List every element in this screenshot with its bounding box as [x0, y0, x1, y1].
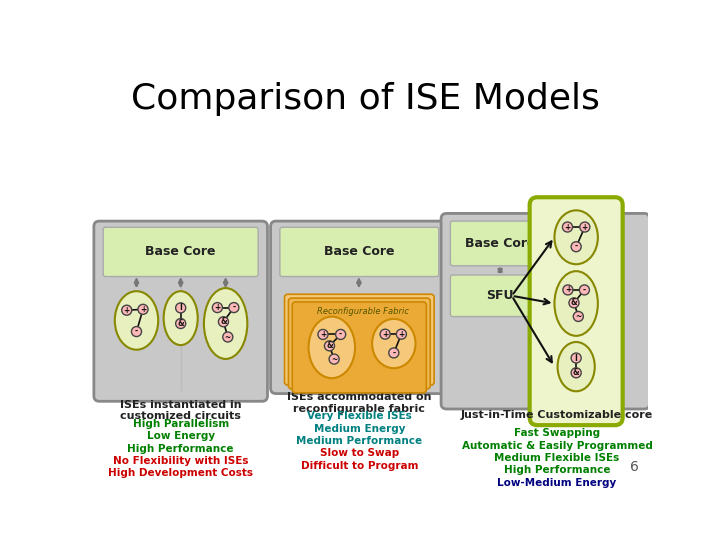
- Text: Comparison of ISE Models: Comparison of ISE Models: [131, 82, 600, 116]
- Text: -: -: [575, 242, 577, 251]
- Circle shape: [176, 319, 186, 328]
- Text: High Performance: High Performance: [127, 444, 234, 454]
- Text: -: -: [339, 330, 342, 339]
- Circle shape: [580, 285, 590, 295]
- FancyBboxPatch shape: [441, 213, 649, 409]
- Circle shape: [580, 222, 590, 232]
- FancyBboxPatch shape: [451, 275, 550, 316]
- Text: I: I: [575, 354, 577, 362]
- Text: -: -: [135, 327, 138, 336]
- Text: +: +: [320, 330, 326, 339]
- Text: Medium Performance: Medium Performance: [296, 436, 423, 446]
- Ellipse shape: [554, 211, 598, 264]
- Text: Base Core: Base Core: [145, 245, 216, 259]
- Text: +: +: [124, 306, 130, 315]
- Circle shape: [122, 305, 132, 315]
- Circle shape: [212, 302, 222, 313]
- Text: ~: ~: [331, 355, 337, 363]
- Ellipse shape: [554, 271, 598, 336]
- Circle shape: [176, 303, 186, 313]
- Text: &: &: [571, 299, 577, 307]
- Text: &: &: [326, 341, 333, 350]
- Ellipse shape: [204, 288, 248, 359]
- Text: +: +: [564, 222, 571, 232]
- Text: ~: ~: [225, 333, 231, 341]
- FancyBboxPatch shape: [530, 197, 623, 425]
- Text: +: +: [582, 222, 588, 232]
- FancyBboxPatch shape: [292, 302, 426, 393]
- Text: No Flexibility with ISEs: No Flexibility with ISEs: [113, 456, 248, 466]
- Circle shape: [138, 305, 148, 314]
- Text: +: +: [140, 305, 146, 314]
- Text: &: &: [220, 317, 227, 326]
- Text: &: &: [573, 368, 580, 377]
- Text: Reconfigurable Fabric: Reconfigurable Fabric: [318, 307, 409, 315]
- Text: &: &: [177, 319, 184, 328]
- FancyBboxPatch shape: [271, 221, 448, 394]
- Circle shape: [218, 317, 228, 327]
- Text: SFU: SFU: [487, 289, 514, 302]
- Text: Difficult to Program: Difficult to Program: [300, 461, 418, 470]
- Text: High Performance: High Performance: [504, 465, 610, 475]
- Text: ~: ~: [575, 312, 582, 321]
- Circle shape: [569, 298, 579, 308]
- FancyBboxPatch shape: [284, 294, 434, 385]
- Circle shape: [573, 312, 583, 321]
- Circle shape: [389, 348, 399, 358]
- Circle shape: [562, 222, 572, 232]
- Circle shape: [571, 353, 581, 363]
- Circle shape: [336, 329, 346, 340]
- FancyBboxPatch shape: [103, 227, 258, 276]
- Text: -: -: [233, 303, 235, 312]
- Circle shape: [222, 332, 233, 342]
- Circle shape: [329, 354, 339, 364]
- Ellipse shape: [557, 342, 595, 392]
- Ellipse shape: [114, 291, 158, 350]
- Ellipse shape: [372, 319, 415, 368]
- Circle shape: [571, 242, 581, 252]
- Circle shape: [318, 329, 328, 340]
- Text: 6: 6: [630, 461, 639, 475]
- Text: Medium Energy: Medium Energy: [314, 423, 405, 434]
- Text: Slow to Swap: Slow to Swap: [320, 448, 399, 458]
- Text: Just-in-Time Customizable core: Just-in-Time Customizable core: [461, 410, 653, 420]
- Ellipse shape: [309, 316, 355, 378]
- Text: +: +: [215, 303, 220, 312]
- Text: Low Energy: Low Energy: [147, 431, 215, 441]
- Text: Base Core: Base Core: [324, 245, 395, 259]
- Text: Fast Swapping: Fast Swapping: [514, 428, 600, 438]
- Text: ISEs instantiated in
customized circuits: ISEs instantiated in customized circuits: [120, 400, 241, 421]
- Text: -: -: [392, 348, 395, 357]
- Ellipse shape: [163, 291, 198, 345]
- Text: Low-Medium Energy: Low-Medium Energy: [498, 477, 616, 488]
- Text: High Parallelism: High Parallelism: [132, 419, 229, 429]
- Text: +: +: [564, 286, 571, 294]
- FancyBboxPatch shape: [94, 221, 267, 401]
- Text: ISEs accommodated on
reconfigurable fabric: ISEs accommodated on reconfigurable fabr…: [287, 392, 431, 414]
- Text: Very Flexible ISEs: Very Flexible ISEs: [307, 411, 412, 421]
- Text: Base Core: Base Core: [465, 237, 536, 250]
- FancyBboxPatch shape: [280, 227, 438, 276]
- Circle shape: [380, 329, 390, 339]
- Text: High Development Costs: High Development Costs: [108, 468, 253, 478]
- Text: +: +: [382, 330, 388, 339]
- Circle shape: [325, 341, 335, 351]
- Circle shape: [563, 285, 573, 295]
- Circle shape: [571, 368, 581, 378]
- Circle shape: [396, 329, 406, 339]
- Circle shape: [132, 327, 142, 336]
- FancyBboxPatch shape: [289, 298, 431, 389]
- Text: +: +: [398, 330, 405, 339]
- Text: Medium Flexible ISEs: Medium Flexible ISEs: [495, 453, 620, 463]
- FancyBboxPatch shape: [451, 221, 550, 266]
- Text: I: I: [179, 303, 182, 312]
- Circle shape: [229, 302, 239, 313]
- Text: -: -: [583, 286, 586, 294]
- Text: Automatic & Easily Programmed: Automatic & Easily Programmed: [462, 441, 652, 450]
